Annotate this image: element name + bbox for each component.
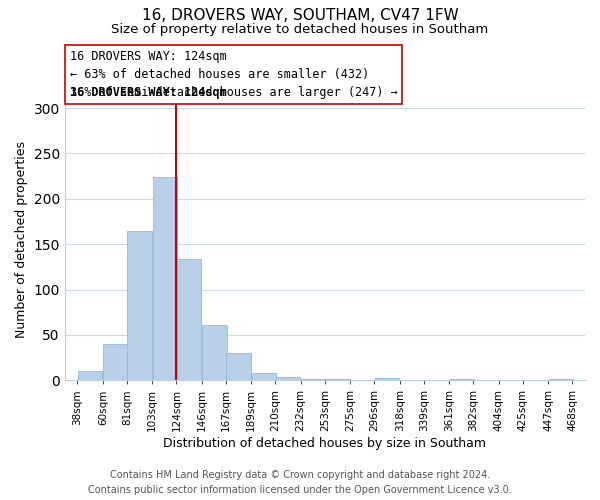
Bar: [103, 344, 128, 381]
Y-axis label: Number of detached properties: Number of detached properties: [15, 141, 28, 338]
Bar: [78, 371, 103, 380]
Text: 16 DROVERS WAY: 124sqm: 16 DROVERS WAY: 124sqm: [70, 86, 227, 99]
Text: 16, DROVERS WAY, SOUTHAM, CV47 1FW: 16, DROVERS WAY, SOUTHAM, CV47 1FW: [142, 8, 458, 22]
Text: Size of property relative to detached houses in Southam: Size of property relative to detached ho…: [112, 22, 488, 36]
Text: 16 DROVERS WAY: 124sqm
← 63% of detached houses are smaller (432)
36% of semi-de: 16 DROVERS WAY: 124sqm ← 63% of detached…: [70, 50, 398, 99]
X-axis label: Distribution of detached houses by size in Southam: Distribution of detached houses by size …: [163, 437, 487, 450]
Bar: [127, 230, 152, 380]
Bar: [177, 258, 201, 380]
Bar: [276, 376, 300, 380]
Bar: [226, 353, 251, 380]
Bar: [202, 325, 227, 380]
Bar: [375, 378, 399, 380]
Bar: [153, 177, 177, 380]
Bar: [251, 373, 276, 380]
Text: Contains HM Land Registry data © Crown copyright and database right 2024.
Contai: Contains HM Land Registry data © Crown c…: [88, 470, 512, 495]
